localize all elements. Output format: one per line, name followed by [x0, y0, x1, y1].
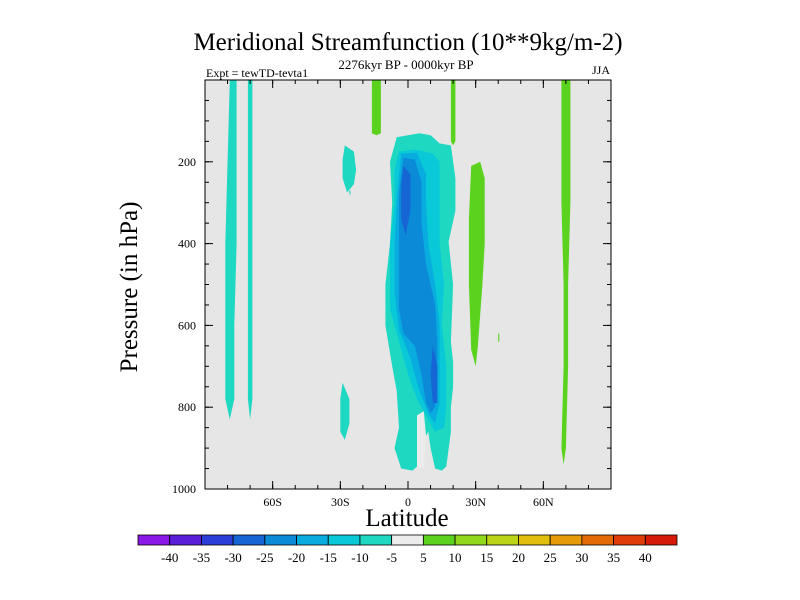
- axis-ticks: 60S 30S 0 30N 60N 200 400 600 800 1000: [172, 80, 611, 509]
- y-tick-label: 1000: [172, 482, 196, 496]
- contour-region-13: [468, 161, 485, 367]
- colorbar-box: [486, 534, 519, 546]
- contour-region-15: [498, 333, 500, 342]
- colorbar-label: -5: [386, 550, 397, 565]
- colorbar-label: -40: [161, 550, 178, 565]
- x-tick-label: 60S: [263, 495, 282, 509]
- colorbar-box: [327, 534, 361, 546]
- right-label: JJA: [592, 63, 610, 77]
- colorbar-box: [644, 534, 678, 546]
- contour-region-9: [430, 345, 438, 404]
- colorbar-box: [518, 534, 551, 546]
- colorbar-box: [391, 534, 424, 546]
- colorbar: [137, 534, 678, 546]
- colorbar-box: [581, 534, 614, 546]
- contour-regions: [225, 80, 571, 471]
- left-label: Expt = tewTD-tevta1: [206, 66, 308, 80]
- colorbar-label: 20: [512, 550, 525, 565]
- x-axis-label: Latitude: [365, 505, 448, 532]
- colorbar-box: [232, 534, 266, 546]
- plot-area: 60S 30S 0 30N 60N 200 400 600 800 1000: [172, 79, 612, 509]
- colorbar-label: 25: [544, 550, 557, 565]
- colorbar-box: [454, 534, 488, 546]
- contour-region-7: [399, 157, 438, 414]
- contour-region-1: [247, 80, 253, 420]
- colorbar-label: 30: [575, 550, 588, 565]
- colorbar-box: [422, 534, 456, 546]
- colorbar-box: [613, 534, 646, 546]
- chart-subtitle: 2276kyr BP - 0000kyr BP: [338, 57, 473, 72]
- colorbar-label: -15: [320, 550, 337, 565]
- contour-region-0: [225, 80, 237, 420]
- y-tick-label: 200: [178, 155, 196, 169]
- x-tick-label: 0: [405, 495, 411, 509]
- colorbar-label: 15: [480, 550, 493, 565]
- contour-region-3: [340, 382, 350, 440]
- colorbar-label: -35: [193, 550, 210, 565]
- colorbar-box: [296, 534, 329, 546]
- x-tick-label: 30N: [465, 495, 486, 509]
- colorbar-label: -30: [224, 550, 241, 565]
- colorbar-box: [549, 534, 583, 546]
- colorbar-box: [359, 534, 393, 546]
- colorbar-label: 40: [639, 550, 652, 565]
- x-tick-label: 60N: [533, 495, 554, 509]
- chart-title: Meridional Streamfunction (10**9kg/m-2): [193, 29, 622, 56]
- contour-region-16: [349, 190, 351, 195]
- colorbar-box: [169, 534, 202, 546]
- contour-region-10: [417, 411, 426, 469]
- colorbar-label: -10: [351, 550, 368, 565]
- contour-region-8: [401, 165, 411, 236]
- colorbar-label: -20: [288, 550, 305, 565]
- colorbar-label: 10: [449, 550, 462, 565]
- colorbar-box: [201, 534, 234, 546]
- y-tick-label: 600: [178, 318, 196, 332]
- y-tick-label: 800: [178, 400, 196, 414]
- colorbar-box: [137, 534, 171, 546]
- contour-region-12: [450, 80, 456, 146]
- contour-region-2: [342, 145, 357, 193]
- colorbar-label: 35: [607, 550, 620, 565]
- contour-region-11: [371, 80, 381, 136]
- colorbar-label: -25: [256, 550, 273, 565]
- y-tick-label: 400: [178, 237, 196, 251]
- y-axis-label: Pressure (in hPa): [116, 202, 143, 373]
- x-tick-label: 30S: [331, 495, 350, 509]
- contour-region-14: [561, 80, 571, 465]
- colorbar-box: [264, 534, 297, 546]
- colorbar-labels: -40 -35 -30 -25 -20 -15 -10 -5 5 10 15 20 25 30 35 40: [161, 550, 652, 565]
- colorbar-label: 5: [420, 550, 427, 565]
